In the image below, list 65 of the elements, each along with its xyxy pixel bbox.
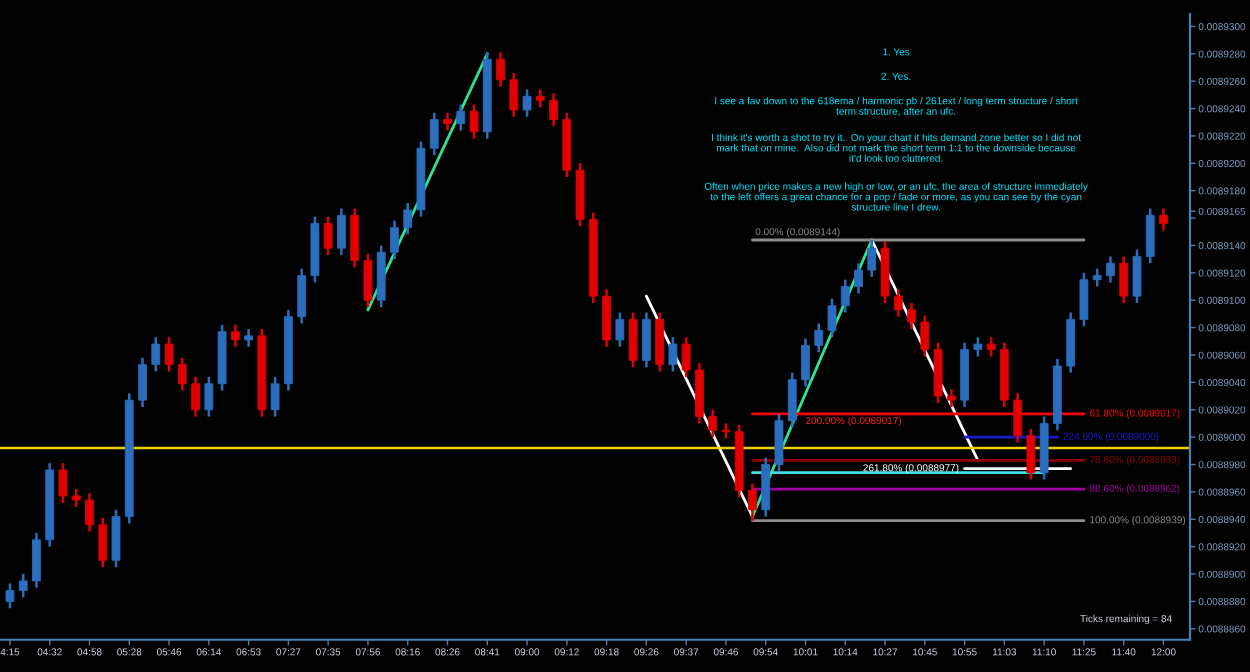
- candlestick: [628, 311, 638, 369]
- candlestick: [138, 356, 147, 409]
- candlestick: [85, 492, 94, 533]
- candlestick: [164, 335, 174, 373]
- candlestick: [204, 375, 214, 418]
- candlestick: [509, 71, 519, 119]
- candlestick: [761, 456, 771, 518]
- candlestick: [748, 482, 757, 522]
- candlestick: [191, 375, 200, 418]
- candlestick: [708, 408, 718, 439]
- candlestick: [456, 103, 466, 132]
- candlestick: [933, 341, 943, 405]
- candlestick: [973, 335, 983, 358]
- candlestick: [496, 51, 505, 88]
- candlestick: [1106, 255, 1115, 284]
- candlestick: [801, 337, 810, 388]
- candlestick: [1132, 248, 1142, 305]
- candlestick: [1119, 255, 1129, 305]
- candlestick: [867, 238, 877, 279]
- candlestick: [111, 508, 121, 569]
- candlestick: [58, 461, 68, 505]
- candlestick: [32, 531, 41, 589]
- candlestick: [18, 572, 28, 599]
- candlestick: [98, 516, 108, 569]
- candlestick: [350, 207, 360, 269]
- candlestick: [695, 361, 704, 425]
- candlestick: [668, 335, 678, 373]
- candlestick: [1013, 392, 1023, 444]
- candlestick: [1026, 427, 1036, 481]
- candlestick: [681, 335, 691, 379]
- candlestick: [522, 88, 532, 119]
- candlestick: [1145, 207, 1155, 265]
- candlestick: [323, 215, 333, 257]
- candlestick: [469, 103, 479, 140]
- candlestick: [787, 371, 797, 429]
- candlestick: [827, 297, 837, 339]
- candlestick: [986, 335, 996, 358]
- candlestick: [390, 219, 399, 261]
- candlestick: [270, 375, 280, 418]
- candlestick: [641, 311, 651, 369]
- candlestick: [1066, 311, 1076, 375]
- candlestick: [907, 301, 916, 331]
- candlestick: [615, 311, 625, 349]
- candlestick: [814, 322, 824, 354]
- candlestick: [363, 252, 373, 309]
- candlestick: [893, 288, 903, 318]
- candlestick: [1159, 207, 1168, 232]
- candlestick: [151, 335, 161, 373]
- candlestick: [920, 314, 930, 358]
- candlestick: [1079, 271, 1089, 328]
- candlestick: [429, 111, 439, 157]
- candlestick: [376, 244, 386, 309]
- candlestick: [337, 207, 346, 257]
- candlestick: [549, 92, 558, 128]
- candlestick: [297, 267, 307, 325]
- candlestick: [655, 311, 665, 373]
- candlestick: [602, 288, 611, 349]
- candlestick: [403, 201, 413, 236]
- candlestick: [854, 262, 863, 295]
- candlestick: [230, 323, 240, 349]
- candlestick: [774, 412, 784, 473]
- candlestick: [5, 582, 15, 610]
- candlestick: [840, 278, 850, 314]
- candlestick: [177, 356, 187, 392]
- candlestick: [880, 240, 890, 305]
